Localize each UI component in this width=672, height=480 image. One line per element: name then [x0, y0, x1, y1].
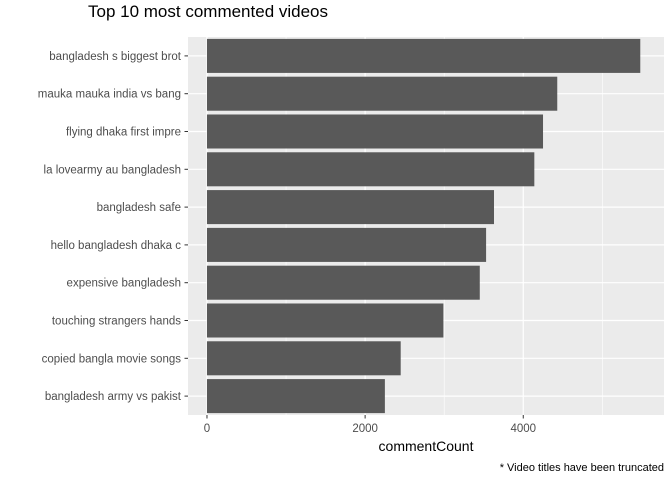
bar — [206, 379, 385, 414]
bar — [206, 152, 535, 187]
y-tick-label: touching strangers hands — [52, 316, 181, 328]
caption: * Video titles have been truncated — [500, 462, 664, 474]
x-tick-label: 0 — [204, 423, 210, 435]
y-axis: bangladesh s biggest brot mauka mauka ind… — [38, 51, 188, 403]
y-tick-label: copied bangla movie songs — [42, 353, 182, 365]
y-tick-label: bangladesh army vs pakist — [45, 391, 182, 403]
bar — [206, 265, 480, 300]
bar — [206, 190, 494, 225]
bar — [206, 76, 558, 111]
y-tick-label: hello bangladesh dhaka c — [51, 240, 182, 252]
y-tick-label: mauka mauka india vs bang — [38, 89, 181, 101]
bar — [206, 114, 544, 149]
y-tick-label: la lovearmy au bangladesh — [44, 164, 181, 176]
y-tick-label: bangladesh s biggest brot — [49, 51, 182, 63]
bar — [206, 38, 641, 73]
bar — [206, 227, 487, 262]
x-tick-label: 2000 — [352, 423, 378, 435]
bars — [206, 38, 641, 414]
chart-title: Top 10 most commented videos — [88, 2, 328, 21]
y-tick-label: flying dhaka first impre — [66, 127, 181, 139]
x-axis-label: commentCount — [379, 438, 474, 454]
y-tick-label: expensive bangladesh — [67, 278, 181, 290]
bar — [206, 341, 401, 376]
x-tick-label: 4000 — [510, 423, 536, 435]
y-tick-label: bangladesh safe — [97, 202, 181, 214]
bar — [206, 303, 444, 338]
x-axis: 0 2000 4000 — [204, 415, 536, 435]
